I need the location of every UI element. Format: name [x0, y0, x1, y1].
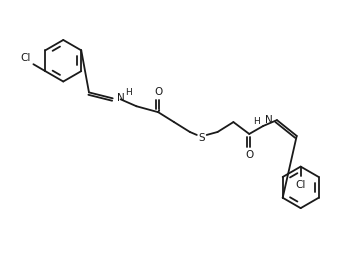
Text: H: H	[125, 88, 132, 97]
Text: Cl: Cl	[20, 53, 30, 63]
Text: H: H	[253, 117, 260, 126]
Text: N: N	[117, 93, 125, 103]
Text: N: N	[265, 115, 273, 125]
Text: Cl: Cl	[295, 180, 306, 190]
Text: S: S	[198, 133, 205, 143]
Text: O: O	[245, 150, 253, 160]
Text: O: O	[154, 87, 162, 97]
